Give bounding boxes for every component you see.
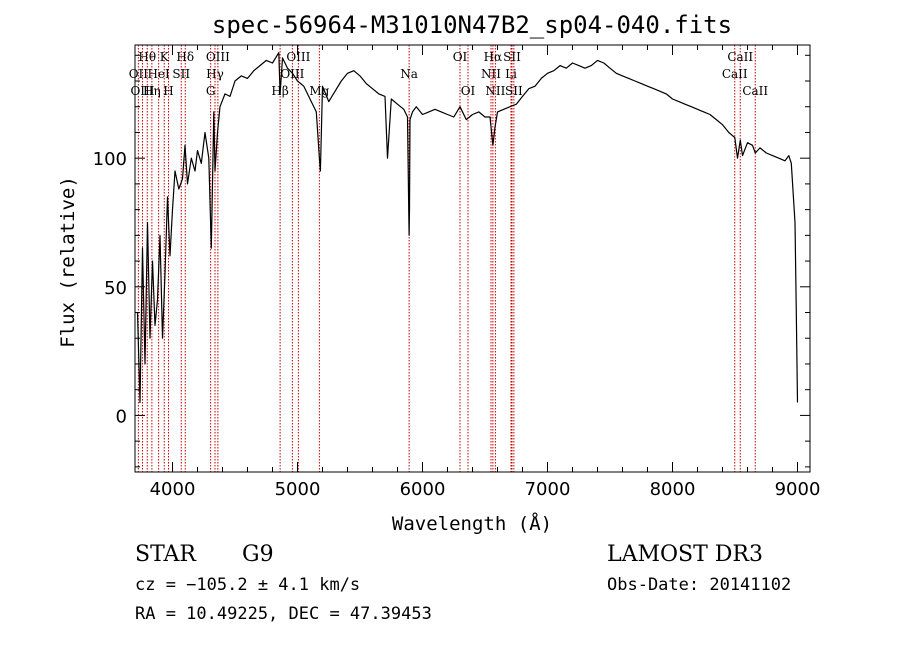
x-axis-label: Wavelength (Å) [392, 512, 552, 535]
x-tick-label: 6000 [400, 479, 446, 500]
y-tick-label: 0 [116, 406, 127, 427]
ra-dec: RA = 10.49225, DEC = 47.39453 [135, 604, 432, 624]
plot-frame [134, 44, 811, 473]
spectral-line-label: Hα [484, 50, 503, 64]
x-tick-label: 8000 [650, 479, 696, 500]
object-class: STAR [135, 542, 197, 567]
x-tick-label: 7000 [525, 479, 571, 500]
spectral-line-label: SII [503, 50, 521, 64]
spectral-line-label: Hη [143, 84, 161, 98]
spectral-line-label: NII [485, 84, 505, 98]
spectral-line-label: H [163, 84, 173, 98]
spectral-line-label: OII [129, 67, 149, 81]
y-tick-label: 50 [104, 278, 127, 299]
spectral-line-label: CaII [742, 84, 768, 98]
x-tick-label: 9000 [775, 479, 821, 500]
spectral-line-label: CaII [722, 67, 748, 81]
spectral-line-label: OI [461, 84, 476, 98]
spectral-line-label: K [160, 50, 170, 64]
spectral-line-label: HeI [147, 67, 170, 81]
x-tick-label: 4000 [150, 479, 196, 500]
spectral-line-label: Li [505, 67, 517, 81]
y-tick-label: 100 [93, 149, 127, 170]
obs-date: Obs-Date: 20141102 [607, 575, 791, 595]
spectral-line-label: Hγ [206, 67, 224, 81]
spectral-line-label: OI [453, 50, 468, 64]
spectral-line-label: G [206, 84, 216, 98]
x-tick-label: 5000 [275, 479, 321, 500]
spectral-line-label: Mg [309, 84, 329, 98]
survey-label: LAMOST DR3 [607, 542, 763, 567]
spectral-line-label: CaII [727, 50, 753, 64]
spectral-line-label: OIII [280, 67, 304, 81]
spectral-line-label: OIII [286, 50, 310, 64]
spectral-line-label: NII [481, 67, 501, 81]
spectral-line-label: Hδ [176, 50, 194, 64]
spectral-line-label: OIII [130, 84, 154, 98]
spectral-line-label: OIII [206, 50, 230, 64]
flux-series [136, 52, 799, 404]
chart-title: spec-56964-M31010N47B2_sp04-040.fits [212, 11, 732, 39]
spectral-line-label: Hθ [138, 50, 156, 64]
spectral-line-label: SII [505, 84, 523, 98]
redshift-cz: cz = −105.2 ± 4.1 km/s [135, 575, 360, 595]
y-axis-label: Flux (relative) [57, 176, 79, 348]
axis-ticks: 4000 5000 6000 7000 8000 9000 0 50 100 [93, 45, 821, 500]
spectral-line-label: Hβ [271, 84, 288, 98]
object-subclass: G9 [242, 542, 274, 567]
spectral-line-label: Na [400, 67, 418, 81]
spectral-line-markers [137, 45, 756, 472]
flux-line [136, 52, 799, 404]
spectral-line-label: SII [172, 67, 190, 81]
